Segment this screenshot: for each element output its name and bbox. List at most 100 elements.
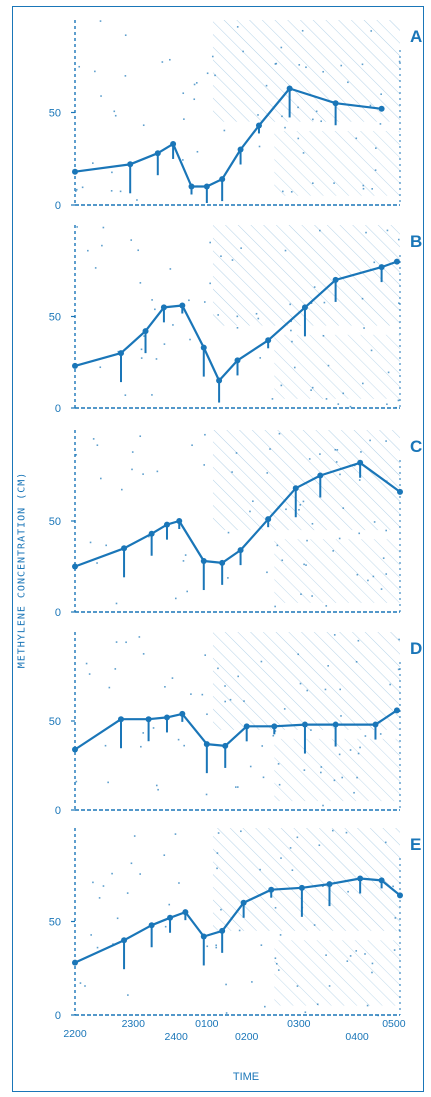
hatch-area [274, 738, 400, 802]
y-tick-label: 0 [55, 607, 61, 619]
data-point [317, 472, 324, 479]
data-point [219, 176, 226, 183]
x-tick-label: 2300 [122, 1018, 146, 1030]
x-tick-labels: 2200 2300 2400 0100 0200 0300 0400 0500 [63, 1018, 405, 1043]
y-tick-label: 0 [55, 1010, 61, 1022]
data-point [332, 276, 339, 283]
data-point [200, 933, 207, 940]
data-point [301, 304, 308, 311]
panel-letter: C [410, 437, 422, 456]
x-tick-label: 2400 [164, 1031, 188, 1043]
data-point [234, 357, 241, 364]
data-point [332, 721, 339, 728]
figure-frame [12, 6, 424, 1092]
x-axis-title: TIME [233, 1071, 259, 1083]
data-point [148, 530, 155, 537]
data-point [222, 742, 229, 749]
y-tick-label: 50 [49, 108, 61, 120]
panel-e: 0 50 E [49, 828, 421, 1022]
data-point [167, 914, 174, 921]
data-point [271, 723, 278, 730]
data-point [240, 899, 247, 906]
data-point [286, 85, 293, 92]
data-point [216, 377, 223, 384]
data-point [163, 521, 170, 528]
data-point [121, 545, 128, 552]
data-point [117, 716, 124, 723]
data-point [163, 714, 170, 721]
data-point [255, 122, 262, 129]
data-point [292, 485, 299, 492]
hatch-area [274, 334, 400, 399]
data-point [203, 183, 210, 190]
hatch-area [212, 632, 400, 730]
y-tick-label: 0 [55, 200, 61, 212]
series-line [74, 87, 382, 188]
data-point [237, 146, 244, 153]
data-point [72, 563, 78, 570]
data-point [200, 558, 207, 565]
data-point [393, 258, 400, 265]
data-point [393, 707, 400, 714]
data-point [154, 150, 161, 157]
hatch-area [274, 539, 400, 603]
x-tick-label: 0100 [195, 1018, 219, 1030]
hatch-area [274, 940, 400, 1006]
data-point [117, 350, 124, 357]
data-point [397, 488, 403, 495]
panel-letter: B [410, 232, 422, 251]
y-tick-label: 0 [55, 403, 61, 415]
y-tick-label: 50 [49, 716, 61, 728]
data-point [378, 877, 385, 884]
data-point [72, 746, 78, 753]
data-point [176, 518, 183, 524]
data-point [268, 886, 275, 893]
speckle-dots [79, 829, 401, 1017]
panel-c: 0 50 C [49, 430, 422, 619]
data-point [170, 140, 177, 147]
data-point [160, 304, 167, 311]
y-tick-label: 50 [49, 516, 61, 528]
data-point [378, 264, 385, 271]
data-point [72, 168, 78, 175]
data-point [72, 362, 78, 369]
data-point [145, 716, 152, 723]
panel-letter: A [410, 27, 422, 46]
data-point [142, 328, 149, 335]
hatch-area [212, 20, 400, 122]
data-point [397, 892, 403, 899]
data-point [357, 459, 364, 466]
hatch-area [274, 131, 400, 196]
data-point [203, 741, 210, 748]
y-tick-label: 0 [55, 805, 61, 817]
data-point [219, 559, 226, 566]
data-point [121, 937, 128, 944]
data-point [326, 881, 333, 888]
data-point [127, 161, 134, 168]
hatch-area [212, 430, 400, 531]
data-point [72, 959, 78, 966]
data-point [265, 516, 272, 523]
data-point [332, 100, 339, 107]
data-point [188, 183, 195, 190]
data-point [301, 721, 308, 728]
data-point [219, 927, 226, 934]
data-point [182, 909, 189, 916]
panel-d: 0 50 D [49, 632, 422, 817]
speckle-dots [75, 634, 400, 807]
data-point [372, 721, 379, 728]
data-point [357, 875, 364, 882]
speckle-dots [76, 226, 400, 409]
speckle-dots [75, 20, 401, 201]
data-point [179, 710, 186, 717]
data-point [265, 337, 272, 344]
x-tick-label: 0500 [382, 1018, 406, 1030]
x-tick-label: 2200 [63, 1028, 87, 1040]
panel-a: 0 50 A [49, 20, 422, 212]
y-tick-label: 50 [49, 917, 61, 929]
data-point [298, 884, 305, 891]
x-tick-label: 0400 [345, 1031, 369, 1043]
series-line [74, 877, 401, 964]
data-point [237, 547, 244, 554]
